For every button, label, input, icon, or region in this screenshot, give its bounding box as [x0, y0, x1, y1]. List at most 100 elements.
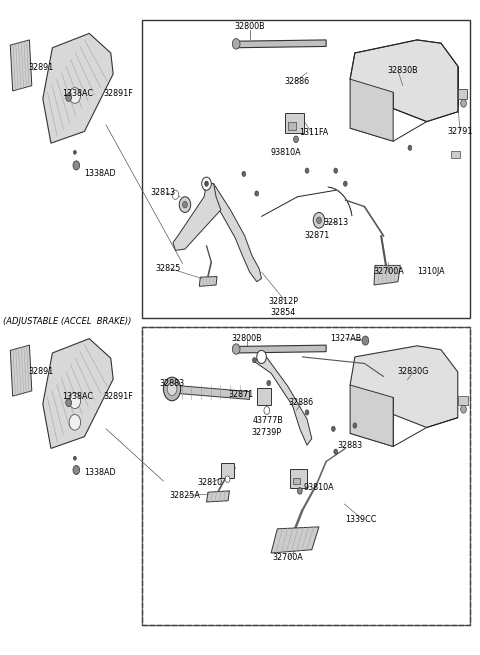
- Circle shape: [305, 168, 309, 174]
- Text: 32700A: 32700A: [373, 267, 404, 276]
- Text: 32812P: 32812P: [268, 297, 298, 306]
- Text: 32800B: 32800B: [232, 334, 263, 343]
- Circle shape: [163, 377, 180, 401]
- Text: 32891: 32891: [28, 367, 54, 376]
- Circle shape: [172, 190, 179, 199]
- Bar: [288, 122, 297, 130]
- Bar: [286, 113, 304, 133]
- Circle shape: [232, 344, 240, 354]
- Polygon shape: [43, 339, 113, 449]
- Polygon shape: [235, 40, 326, 48]
- Polygon shape: [206, 491, 229, 502]
- Text: 43777B: 43777B: [252, 416, 283, 425]
- Circle shape: [362, 336, 369, 345]
- Text: 32886: 32886: [288, 398, 314, 407]
- Circle shape: [66, 399, 72, 407]
- Text: 32830G: 32830G: [397, 367, 429, 377]
- Text: 32700A: 32700A: [273, 553, 303, 562]
- Polygon shape: [350, 385, 393, 447]
- Circle shape: [69, 88, 81, 103]
- Circle shape: [267, 381, 271, 386]
- Text: 93810A: 93810A: [270, 148, 301, 157]
- Text: 32871: 32871: [228, 390, 253, 399]
- Circle shape: [73, 151, 76, 155]
- Text: 1310JA: 1310JA: [418, 267, 445, 276]
- Polygon shape: [204, 183, 262, 282]
- Circle shape: [255, 191, 259, 196]
- Text: 1339CC: 1339CC: [346, 515, 377, 523]
- Circle shape: [353, 423, 357, 428]
- Circle shape: [167, 383, 177, 396]
- Text: 32891F: 32891F: [104, 392, 133, 401]
- Circle shape: [73, 466, 80, 475]
- Circle shape: [204, 181, 208, 186]
- Circle shape: [69, 393, 81, 409]
- Text: 32891F: 32891F: [104, 89, 133, 98]
- Polygon shape: [10, 40, 32, 91]
- Bar: [293, 478, 300, 484]
- Text: 1327AB: 1327AB: [330, 334, 361, 343]
- Circle shape: [294, 136, 299, 143]
- Bar: [142, 328, 470, 625]
- Polygon shape: [350, 346, 458, 428]
- Polygon shape: [43, 33, 113, 143]
- Circle shape: [461, 100, 467, 107]
- Polygon shape: [350, 40, 458, 122]
- Polygon shape: [170, 385, 250, 400]
- Bar: [142, 20, 470, 318]
- Circle shape: [242, 172, 246, 176]
- Text: 32854: 32854: [270, 308, 296, 317]
- Text: 32891: 32891: [28, 63, 54, 72]
- Circle shape: [334, 168, 337, 174]
- Polygon shape: [350, 79, 393, 141]
- Text: 32830B: 32830B: [387, 66, 418, 75]
- Circle shape: [305, 410, 309, 415]
- Bar: [458, 396, 468, 405]
- Circle shape: [334, 449, 337, 455]
- Text: 32739P: 32739P: [251, 428, 281, 437]
- Polygon shape: [173, 183, 221, 250]
- Circle shape: [408, 145, 412, 151]
- Polygon shape: [235, 345, 326, 353]
- Text: 93810A: 93810A: [304, 483, 334, 492]
- Bar: [451, 151, 460, 158]
- Text: 32883: 32883: [337, 441, 363, 449]
- Circle shape: [257, 350, 266, 364]
- Circle shape: [182, 201, 187, 208]
- Circle shape: [343, 181, 347, 186]
- Bar: [221, 464, 234, 478]
- Text: 32813: 32813: [151, 189, 176, 197]
- Circle shape: [264, 407, 270, 415]
- Circle shape: [461, 405, 467, 413]
- Circle shape: [252, 358, 256, 363]
- Circle shape: [317, 217, 322, 223]
- Text: 1338AD: 1338AD: [84, 170, 116, 178]
- Circle shape: [225, 476, 230, 482]
- Polygon shape: [10, 345, 32, 396]
- Circle shape: [69, 415, 81, 430]
- Text: 32791: 32791: [447, 127, 473, 136]
- Circle shape: [73, 161, 80, 170]
- Bar: [257, 388, 271, 405]
- Circle shape: [73, 457, 76, 460]
- Circle shape: [232, 39, 240, 49]
- Text: 32800B: 32800B: [234, 22, 265, 31]
- Circle shape: [179, 196, 191, 212]
- Circle shape: [331, 426, 335, 432]
- Bar: [458, 89, 467, 99]
- Circle shape: [202, 177, 211, 190]
- Polygon shape: [254, 357, 312, 445]
- Polygon shape: [199, 276, 217, 286]
- Text: 32810: 32810: [197, 478, 222, 487]
- Text: 32825A: 32825A: [169, 491, 200, 500]
- Polygon shape: [271, 527, 319, 553]
- Circle shape: [298, 487, 302, 494]
- Text: 32883: 32883: [159, 379, 185, 388]
- Text: 32825: 32825: [156, 264, 181, 273]
- Circle shape: [66, 94, 72, 102]
- Text: 1311FA: 1311FA: [300, 128, 329, 138]
- Circle shape: [313, 212, 324, 228]
- Text: 32871: 32871: [304, 231, 329, 240]
- Text: 1338AC: 1338AC: [62, 392, 93, 401]
- Bar: [290, 470, 307, 487]
